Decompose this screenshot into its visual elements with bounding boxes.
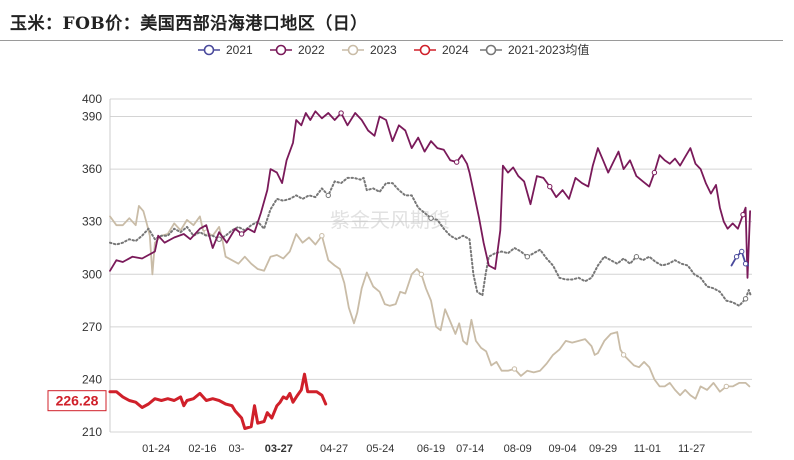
legend-marker [485, 44, 497, 56]
series-marker [524, 254, 530, 260]
last-value-box [47, 390, 107, 412]
x-tick-label: 08-09 [504, 443, 532, 455]
legend-label: 2021-2023均值 [508, 42, 589, 57]
series-marker [651, 169, 658, 176]
x-tick-label: 04-27 [320, 443, 348, 455]
x-tick-label: 11-27 [678, 443, 705, 455]
series-line-4 [109, 176, 752, 307]
x-tick-label: 06-19 [417, 443, 445, 455]
series-marker [742, 296, 749, 302]
series-marker [733, 254, 740, 260]
series-marker [511, 366, 518, 372]
y-tick-label: 240 [82, 372, 102, 386]
grid-lines [109, 98, 752, 433]
y-tick-label: 300 [82, 267, 102, 281]
series-lines [108, 110, 752, 430]
legend-marker [347, 44, 359, 56]
watermark: 紫金天风期货 [330, 209, 450, 232]
legend-marker [275, 44, 287, 56]
last-value-text: 226.28 [56, 393, 99, 409]
series-marker [238, 231, 245, 237]
series-marker [620, 352, 627, 358]
series-marker [453, 159, 460, 165]
x-tick-label: 03- [229, 443, 245, 455]
x-tick-label: 05-24 [366, 443, 394, 455]
y-tick-label: 400 [82, 92, 102, 106]
legend-label: 2021 [226, 43, 253, 57]
x-tick-label-current: 03-27 [265, 443, 293, 455]
series-marker [633, 254, 640, 260]
y-axis-ticks: 210 240 270 300 330 360 390 400 [82, 92, 102, 439]
last-value-label: 226.28 [47, 390, 107, 412]
series-marker [338, 110, 344, 116]
legend-label: 2024 [442, 43, 469, 57]
legend: 2021 2022 2023 2024 2021-2023均值 [198, 42, 589, 57]
x-tick-label: 09-04 [549, 443, 577, 455]
legend-marker [203, 44, 215, 56]
title-bar: 玉米：FOB价：美国西部沿海港口地区（日） [0, 0, 783, 41]
chart-title: 玉米：FOB价：美国西部沿海港口地区（日） [10, 14, 368, 34]
series-marker [742, 261, 749, 267]
x-axis-ticks: 01-24 02-16 03- 03-27 04-27 05-24 06-19 07-14 08… [142, 443, 705, 455]
series-marker [325, 192, 331, 199]
legend-label: 2022 [298, 43, 325, 57]
series-marker [319, 233, 325, 239]
series-marker [428, 215, 434, 221]
series-marker [547, 183, 553, 190]
x-tick-label: 07-14 [456, 443, 484, 455]
y-tick-label: 330 [82, 215, 102, 229]
legend-marker [419, 44, 431, 56]
x-tick-label: 01-24 [142, 443, 170, 455]
series-marker [740, 211, 746, 218]
series-marker [723, 383, 730, 390]
y-tick-label: 390 [82, 110, 102, 124]
series-marker [739, 248, 745, 255]
series-line-3 [108, 372, 328, 430]
y-tick-label: 210 [82, 425, 102, 439]
series-line-1 [109, 110, 751, 279]
series-line-2 [109, 205, 751, 400]
x-tick-label: 11-01 [634, 443, 661, 455]
x-tick-label: 09-29 [589, 443, 617, 455]
y-tick-label: 360 [82, 162, 102, 176]
x-tick-label: 02-16 [188, 443, 216, 455]
y-tick-label: 270 [82, 320, 102, 334]
series-marker [418, 271, 425, 277]
legend-label: 2023 [370, 43, 397, 57]
